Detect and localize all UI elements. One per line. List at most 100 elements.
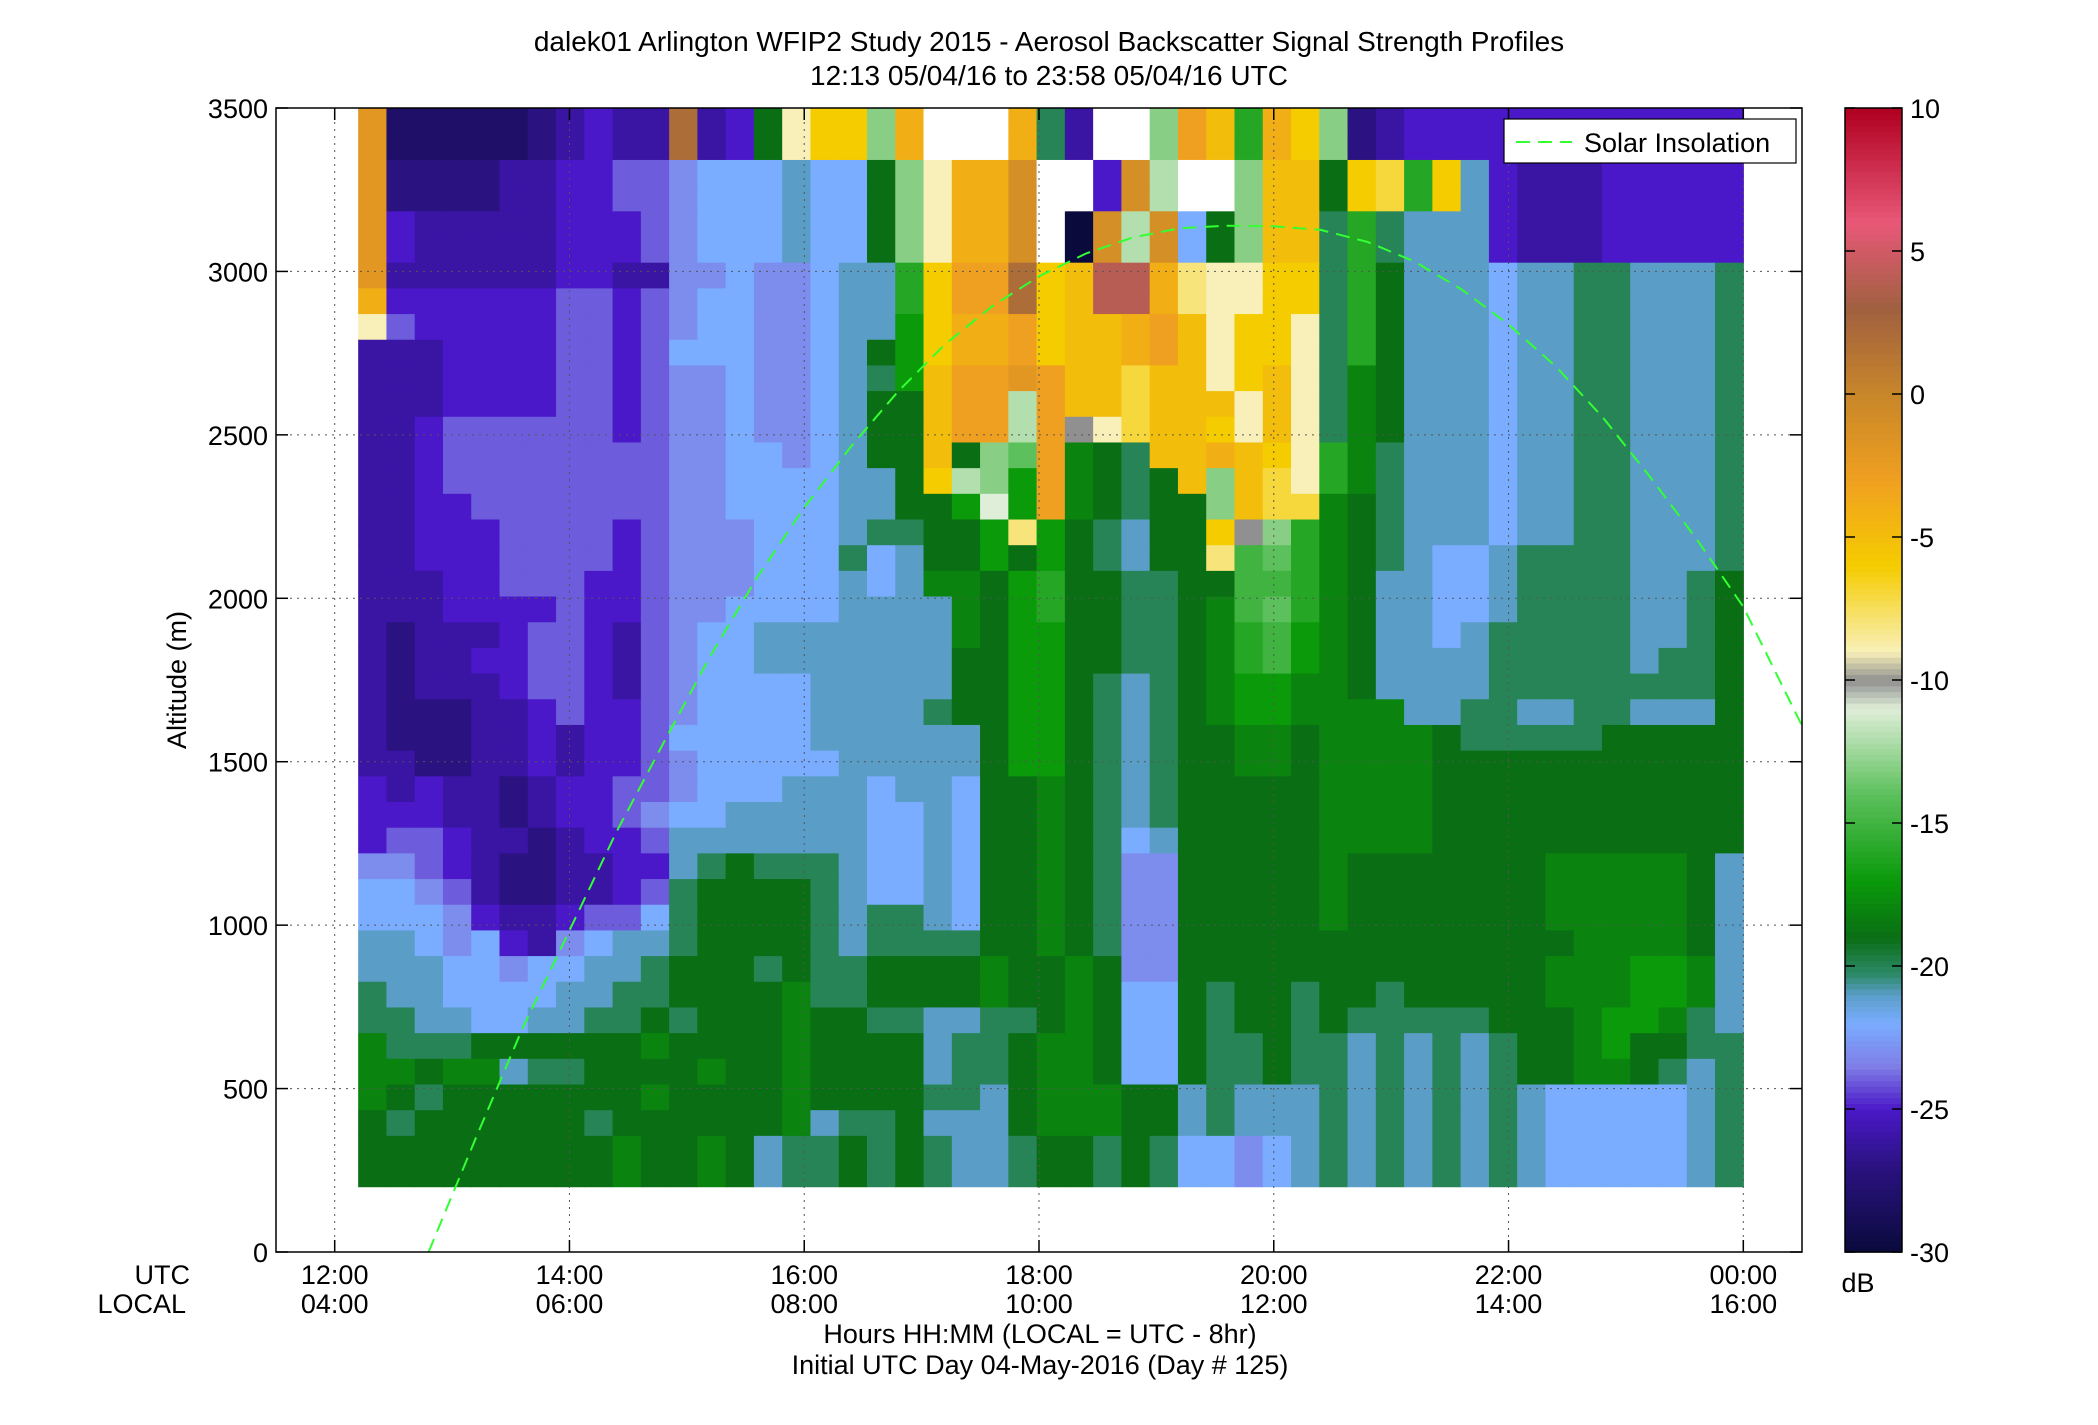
- heatmap-cell: [725, 1058, 755, 1085]
- heatmap-cell: [1460, 827, 1490, 854]
- heatmap-cell: [923, 287, 953, 315]
- heatmap-cell: [1488, 364, 1518, 392]
- heatmap-cell: [1347, 673, 1377, 700]
- heatmap-cell: [1460, 775, 1490, 802]
- heatmap-cell: [838, 647, 868, 674]
- heatmap-cell: [1177, 339, 1207, 366]
- heatmap-cell: [612, 441, 642, 469]
- heatmap-cell: [1093, 750, 1123, 777]
- colorbar-segment: [1845, 777, 1902, 784]
- heatmap-cell: [782, 981, 812, 1008]
- heatmap-cell: [1488, 981, 1518, 1008]
- heatmap-cell: [1149, 493, 1179, 520]
- heatmap-cell: [782, 827, 812, 854]
- colorbar-segment: [1845, 588, 1902, 595]
- heatmap-cell: [442, 878, 472, 905]
- heatmap-cell: [1206, 159, 1236, 186]
- heatmap-cell: [1658, 904, 1688, 931]
- heatmap-cell: [386, 647, 416, 674]
- heatmap-cell: [725, 904, 755, 931]
- heatmap-cell: [1601, 673, 1631, 700]
- heatmap-cell: [1319, 262, 1349, 289]
- colorbar-segment: [1845, 891, 1902, 899]
- heatmap-cell: [527, 210, 557, 238]
- heatmap-cell: [556, 955, 585, 982]
- heatmap-cell: [1517, 955, 1547, 982]
- heatmap-cell: [1460, 416, 1490, 443]
- heatmap-cell: [1121, 929, 1151, 957]
- heatmap-cell: [556, 133, 585, 160]
- heatmap-cell: [1234, 929, 1264, 957]
- heatmap-cell: [612, 904, 642, 931]
- heatmap-cell: [669, 801, 698, 828]
- heatmap-cell: [923, 955, 953, 982]
- heatmap-cell: [358, 493, 388, 520]
- heatmap-cell: [1149, 570, 1179, 597]
- heatmap-cell: [584, 929, 614, 957]
- heatmap-cell: [1149, 313, 1179, 340]
- heatmap-cell: [697, 108, 727, 135]
- heatmap-cell: [1432, 1083, 1462, 1111]
- heatmap-cell: [358, 981, 388, 1008]
- colorbar-segment: [1845, 1223, 1902, 1230]
- heatmap-cell: [895, 904, 925, 931]
- heatmap-cell: [386, 339, 416, 366]
- heatmap-cell: [1432, 724, 1462, 751]
- heatmap-cell: [1375, 416, 1405, 443]
- heatmap-cell: [1573, 595, 1603, 623]
- heatmap-cell: [1093, 185, 1123, 212]
- heatmap-cell: [1404, 801, 1433, 828]
- heatmap-cell: [669, 544, 698, 571]
- heatmap-cell: [810, 1160, 840, 1188]
- heatmap-cell: [1545, 1083, 1575, 1111]
- colorbar-segment: [1845, 394, 1902, 401]
- heatmap-cell: [1432, 621, 1462, 648]
- heatmap-cell: [1291, 621, 1320, 648]
- heatmap-cell: [725, 1032, 755, 1059]
- heatmap-cell: [838, 313, 868, 340]
- heatmap-cell: [1601, 313, 1631, 340]
- heatmap-cell: [838, 390, 868, 417]
- heatmap-cell: [980, 467, 1009, 494]
- heatmap-cell: [556, 698, 585, 725]
- heatmap-cell: [358, 159, 388, 186]
- heatmap-cell: [669, 210, 698, 238]
- heatmap-cell: [1573, 698, 1603, 725]
- heatmap-cell: [1262, 1032, 1292, 1059]
- y-tick-label: 3000: [208, 257, 268, 287]
- heatmap-cell: [584, 287, 614, 315]
- heatmap-cell: [612, 467, 642, 494]
- heatmap-cell: [1601, 775, 1631, 802]
- heatmap-cell: [782, 929, 812, 957]
- heatmap-cell: [584, 518, 614, 546]
- heatmap-cell: [612, 493, 642, 520]
- heatmap-cell: [697, 210, 727, 238]
- heatmap-cell: [471, 878, 501, 905]
- heatmap-cell: [810, 185, 840, 212]
- colorbar-segment: [1845, 794, 1902, 801]
- heatmap-cell: [414, 133, 444, 160]
- heatmap-cell: [725, 1083, 755, 1111]
- heatmap-cell: [1319, 904, 1349, 931]
- heatmap-cell: [1036, 981, 1066, 1008]
- colorbar-segment: [1845, 1023, 1902, 1030]
- heatmap-cell: [640, 647, 670, 674]
- heatmap-cell: [980, 210, 1009, 238]
- colorbar-segment: [1845, 828, 1902, 836]
- heatmap-cell: [725, 621, 755, 648]
- heatmap-cell: [1347, 390, 1377, 417]
- heatmap-cell: [612, 570, 642, 597]
- heatmap-cell: [980, 1135, 1009, 1162]
- heatmap-cell: [725, 313, 755, 340]
- heatmap-cell: [1347, 1135, 1377, 1162]
- heatmap-cell: [1234, 673, 1264, 700]
- heatmap-cell: [1545, 673, 1575, 700]
- heatmap-cell: [867, 801, 896, 828]
- heatmap-cell: [1121, 1160, 1151, 1188]
- heatmap-cell: [867, 647, 896, 674]
- heatmap-cell: [1036, 750, 1066, 777]
- heatmap-cell: [951, 108, 981, 135]
- heatmap-cell: [1177, 210, 1207, 238]
- heatmap-cell: [725, 750, 755, 777]
- heatmap-cell: [810, 955, 840, 982]
